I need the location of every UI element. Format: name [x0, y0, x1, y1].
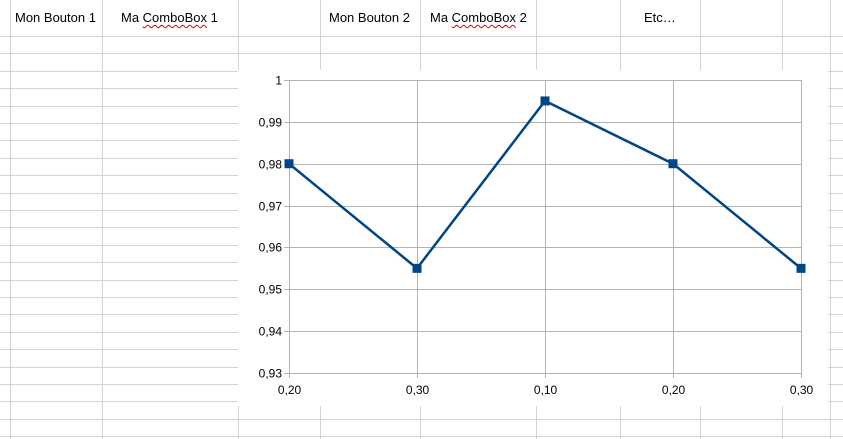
chart-background	[238, 70, 828, 406]
x-tick-label: 0,30	[406, 383, 430, 397]
chart-canvas: 0,93 0,94 0,95 0,96 0,97 0,98 0,99 1 0,20 0,30 0,1…	[238, 70, 828, 406]
ma-combobox-1[interactable]: Ma ComboBox 1	[121, 0, 218, 36]
y-tick-label: 0,97	[259, 200, 283, 214]
data-point	[796, 263, 806, 273]
y-tick-label: 0,95	[259, 283, 283, 297]
x-tick-label: 0,20	[278, 383, 302, 397]
combobox-1-suffix: 1	[206, 10, 218, 25]
ma-combobox-2[interactable]: Ma ComboBox 2	[430, 0, 527, 36]
data-point	[668, 159, 678, 169]
line-chart[interactable]: 0,93 0,94 0,95 0,96 0,97 0,98 0,99 1 0,20 0,30 0,1…	[238, 70, 828, 406]
combobox-1-prefix: Ma	[121, 10, 143, 25]
y-tick-label: 0,98	[259, 158, 283, 172]
mon-bouton-2-button[interactable]: Mon Bouton 2	[329, 10, 410, 25]
y-tick-label: 1	[275, 74, 282, 88]
combobox-2-word: ComboBox	[451, 10, 516, 25]
mon-bouton-1-button[interactable]: Mon Bouton 1	[15, 10, 96, 25]
y-tick-label: 0,99	[259, 116, 283, 130]
data-point	[540, 96, 550, 106]
combobox-2-prefix: Ma	[430, 10, 452, 25]
x-tick-label: 0,20	[662, 383, 686, 397]
data-point	[284, 159, 294, 169]
x-tick-label: 0,10	[534, 383, 558, 397]
etc-cell: Etc…	[644, 10, 676, 25]
data-point	[412, 263, 422, 273]
x-tick-label: 0,30	[790, 383, 814, 397]
y-tick-label: 0,96	[259, 241, 283, 255]
combobox-1-word: ComboBox	[142, 10, 207, 25]
y-tick-label: 0,93	[259, 367, 283, 381]
combobox-2-suffix: 2	[515, 10, 527, 25]
y-tick-label: 0,94	[259, 325, 283, 339]
